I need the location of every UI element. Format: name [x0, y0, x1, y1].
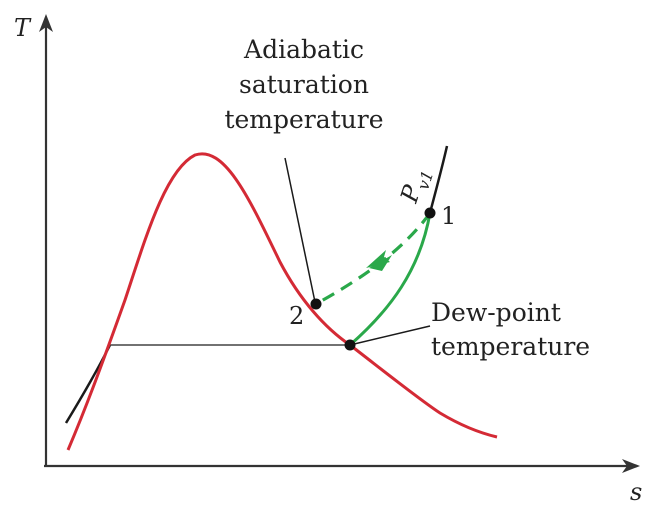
state-2-point — [310, 298, 322, 310]
dewpoint-leader-line — [349, 325, 431, 346]
isobar-upper-segment — [428, 145, 449, 214]
adiabatic-label-line2: saturation — [239, 70, 369, 99]
adiabatic-label-line3: temperature — [224, 105, 383, 134]
x-axis-label: s — [630, 478, 642, 506]
y-axis-label: T — [14, 14, 32, 42]
x-axis-arrow — [622, 459, 640, 473]
state-1-point — [424, 207, 436, 219]
state-1-label: 1 — [441, 202, 456, 230]
dew-point-marker — [344, 339, 356, 351]
adiabatic-leader-line — [284, 157, 316, 303]
adiabatic-label-line1: Adiabatic — [243, 35, 364, 64]
dewpoint-label-line2: temperature — [431, 332, 590, 361]
adiabatic-saturation-process — [315, 212, 432, 306]
process-direction-arrowhead — [369, 255, 392, 271]
pressure-label: P v1 — [395, 168, 438, 207]
state-2-label: 2 — [289, 302, 304, 330]
cooling-process-curve — [349, 212, 432, 347]
dewpoint-label-line1: Dew-point — [431, 298, 561, 327]
saturation-dome — [66, 152, 498, 451]
y-axis-arrow — [39, 14, 53, 32]
